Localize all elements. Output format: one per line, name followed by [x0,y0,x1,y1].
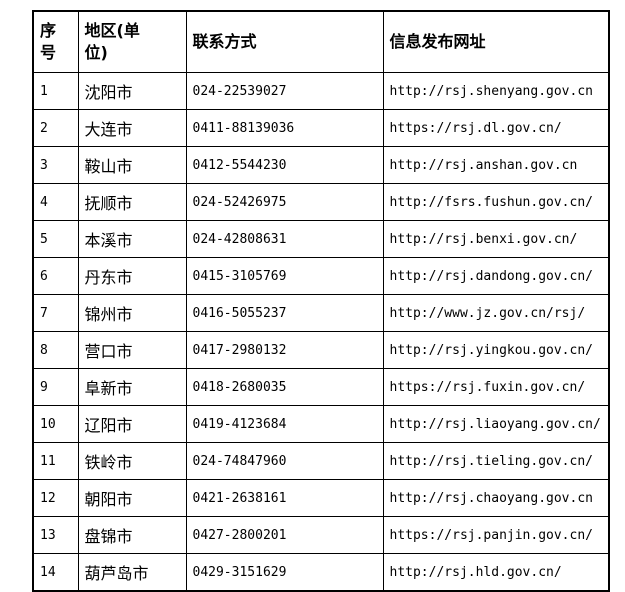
contact-cell: 0412-5544230 [185,146,384,184]
region-cell: 丹东市 [77,257,187,295]
table-row: 7 锦州市 0416-5055237 http://www.jz.gov.cn/… [32,294,610,332]
serial-cell: 10 [32,405,79,443]
region-cell: 锦州市 [77,294,187,332]
region-cell: 营口市 [77,331,187,369]
region-cell: 鞍山市 [77,146,187,184]
url-cell: http://rsj.tieling.gov.cn/ [382,442,610,480]
url-cell: http://rsj.benxi.gov.cn/ [382,220,610,258]
serial-cell: 14 [32,553,79,592]
serial-cell: 8 [32,331,79,369]
url-cell: http://www.jz.gov.cn/rsj/ [382,294,610,332]
url-cell: https://rsj.panjin.gov.cn/ [382,516,610,554]
url-cell: http://fsrs.fushun.gov.cn/ [382,183,610,221]
serial-cell: 11 [32,442,79,480]
table-row: 12 朝阳市 0421-2638161 http://rsj.chaoyang.… [32,479,610,517]
serial-cell: 6 [32,257,79,295]
serial-cell: 1 [32,72,79,110]
table-row: 14 葫芦岛市 0429-3151629 http://rsj.hld.gov.… [32,553,610,592]
serial-cell: 12 [32,479,79,517]
region-cell: 辽阳市 [77,405,187,443]
contact-cell: 0415-3105769 [185,257,384,295]
serial-cell: 13 [32,516,79,554]
contact-cell: 0427-2800201 [185,516,384,554]
region-cell: 抚顺市 [77,183,187,221]
url-cell: http://rsj.shenyang.gov.cn [382,72,610,110]
contact-cell: 024-42808631 [185,220,384,258]
contact-cell: 024-74847960 [185,442,384,480]
region-cell: 沈阳市 [77,72,187,110]
serial-cell: 5 [32,220,79,258]
region-cell: 铁岭市 [77,442,187,480]
table-header: 序 号 地区(单 位) 联系方式 信息发布网址 [32,10,610,73]
url-cell: http://rsj.dandong.gov.cn/ [382,257,610,295]
region-cell: 大连市 [77,109,187,147]
table-body: 1 沈阳市 024-22539027 http://rsj.shenyang.g… [32,72,610,592]
column-header-serial: 序 号 [32,10,79,73]
table-row: 9 阜新市 0418-2680035 https://rsj.fuxin.gov… [32,368,610,406]
region-cell: 本溪市 [77,220,187,258]
column-header-url: 信息发布网址 [382,10,610,73]
contact-cell: 0419-4123684 [185,405,384,443]
contact-cell: 0411-88139036 [185,109,384,147]
url-cell: http://rsj.liaoyang.gov.cn/ [382,405,610,443]
url-cell: http://rsj.anshan.gov.cn [382,146,610,184]
column-header-region: 地区(单 位) [77,10,187,73]
serial-cell: 7 [32,294,79,332]
serial-cell: 9 [32,368,79,406]
url-cell: http://rsj.yingkou.gov.cn/ [382,331,610,369]
region-cell: 阜新市 [77,368,187,406]
url-cell: http://rsj.hld.gov.cn/ [382,553,610,592]
header-row: 序 号 地区(单 位) 联系方式 信息发布网址 [32,10,610,73]
url-cell: https://rsj.dl.gov.cn/ [382,109,610,147]
contact-cell: 0417-2980132 [185,331,384,369]
table-row: 10 辽阳市 0419-4123684 http://rsj.liaoyang.… [32,405,610,443]
table-row: 1 沈阳市 024-22539027 http://rsj.shenyang.g… [32,72,610,110]
contact-cell: 0416-5055237 [185,294,384,332]
table-row: 5 本溪市 024-42808631 http://rsj.benxi.gov.… [32,220,610,258]
url-cell: http://rsj.chaoyang.gov.cn [382,479,610,517]
serial-cell: 2 [32,109,79,147]
table-row: 8 营口市 0417-2980132 http://rsj.yingkou.go… [32,331,610,369]
region-cell: 葫芦岛市 [77,553,187,592]
table-row: 6 丹东市 0415-3105769 http://rsj.dandong.go… [32,257,610,295]
table-row: 3 鞍山市 0412-5544230 http://rsj.anshan.gov… [32,146,610,184]
table-row: 2 大连市 0411-88139036 https://rsj.dl.gov.c… [32,109,610,147]
contact-table: 序 号 地区(单 位) 联系方式 信息发布网址 1 沈阳市 024-225390… [32,10,610,592]
contact-cell: 0421-2638161 [185,479,384,517]
contact-cell: 0429-3151629 [185,553,384,592]
region-cell: 朝阳市 [77,479,187,517]
url-cell: https://rsj.fuxin.gov.cn/ [382,368,610,406]
table-row: 4 抚顺市 024-52426975 http://fsrs.fushun.go… [32,183,610,221]
serial-cell: 4 [32,183,79,221]
serial-cell: 3 [32,146,79,184]
contact-cell: 024-52426975 [185,183,384,221]
contact-cell: 024-22539027 [185,72,384,110]
table-row: 13 盘锦市 0427-2800201 https://rsj.panjin.g… [32,516,610,554]
table-row: 11 铁岭市 024-74847960 http://rsj.tieling.g… [32,442,610,480]
column-header-contact: 联系方式 [185,10,384,73]
region-cell: 盘锦市 [77,516,187,554]
contact-cell: 0418-2680035 [185,368,384,406]
